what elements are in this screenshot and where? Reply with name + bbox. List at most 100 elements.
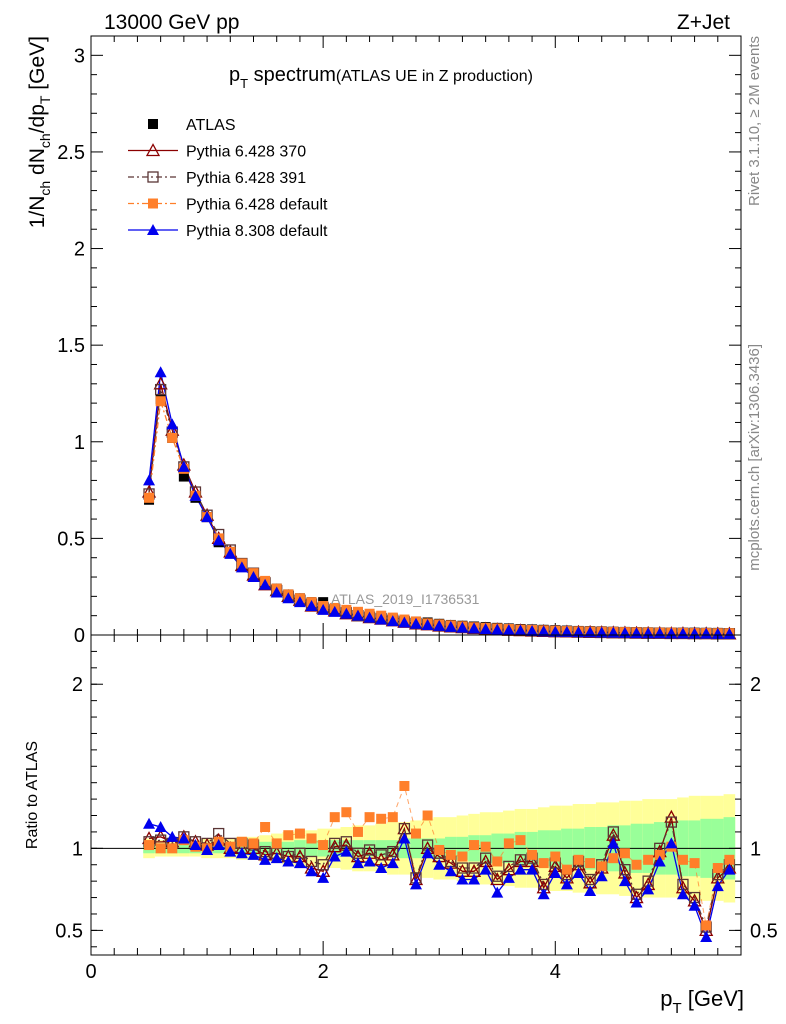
ratio-point-py6def <box>701 920 712 931</box>
main-point-py8def <box>317 603 330 615</box>
legend-label-py8def: Pythia 8.308 default <box>186 223 328 240</box>
main-point-py8def <box>293 596 306 608</box>
ratio-point-py8def <box>293 857 306 869</box>
ratio-point-py6def <box>631 859 642 870</box>
legend-marker-py6def <box>148 198 158 209</box>
main-ytick-label: 1.5 <box>57 335 85 357</box>
main-point-py6def <box>167 432 178 443</box>
ratio-point-py6def <box>643 854 654 865</box>
main-ylabel: 1/Nch dNch/dpT [GeV] <box>26 36 53 228</box>
xtick-label: 0 <box>85 961 96 983</box>
ratio-point-py8def <box>595 870 608 882</box>
main-ytick-label: 2.5 <box>57 142 85 164</box>
ratio-point-py6def <box>411 828 421 839</box>
main-point-py8def <box>143 474 156 486</box>
xlabel-rest: [GeV] <box>682 986 744 1011</box>
ratio-point-py8def <box>154 821 167 832</box>
ratio-point-py6def <box>318 840 329 851</box>
ratio-point-py6def <box>387 812 398 823</box>
main-ticks: 0 0.5 1 1.5 2 2.5 3 <box>57 36 742 647</box>
main-point-py8def <box>479 623 492 635</box>
legend-label-py391: Pythia 6.428 391 <box>186 170 306 187</box>
ratio-point-py6def <box>480 841 491 852</box>
ratio-point-py391 <box>607 826 619 838</box>
ratio-ytick-label-right: 1 <box>750 838 761 860</box>
ratio-point-py6def <box>654 849 665 860</box>
analysis-watermark: ATLAS_2019_I1736531 <box>331 591 480 607</box>
main-point-py8def <box>154 366 167 378</box>
ratio-ytick-label-right: 0.5 <box>750 920 778 942</box>
ratio-point-py6def <box>236 836 247 847</box>
main-point-py8def <box>421 618 434 630</box>
ratio-point-py6def <box>677 854 688 865</box>
main-title-p: p <box>229 64 240 86</box>
ratio-point-py8def <box>317 871 330 883</box>
main-point-py8def <box>166 418 179 430</box>
ratio-point-py6def <box>399 780 410 791</box>
ratio-point-py8def <box>456 873 469 885</box>
main-point-py8def <box>549 625 562 637</box>
ratio-point-py6def <box>155 843 166 854</box>
rivet-label: Rivet 3.1.10, ≥ 2M events <box>746 36 763 206</box>
ratio-frame <box>90 634 742 956</box>
ratio-point-py8def <box>270 852 283 864</box>
main-title: pT spectrum(ATLAS UE in Z production) <box>229 64 533 91</box>
main-point-py8def <box>259 578 272 590</box>
legend-label-py370: Pythia 6.428 370 <box>186 144 306 161</box>
ratio-point-py6def <box>306 833 317 844</box>
ratio-point-py6def <box>294 828 305 839</box>
ratio-point-py6def <box>376 813 387 824</box>
ratio-point-py8def <box>653 855 666 867</box>
ratio-series <box>141 780 737 942</box>
main-point-py8def <box>201 511 214 523</box>
ratio-point-py8def <box>676 888 689 900</box>
ratio-point-py8def <box>711 880 724 892</box>
ratio-point-py6def <box>341 807 352 818</box>
main-point-py8def <box>386 615 399 627</box>
ratio-point-py8def <box>375 862 388 874</box>
main-point-py8def <box>433 619 446 631</box>
main-point-py391 <box>154 383 167 396</box>
main-point-py8def <box>282 592 295 604</box>
main-point-py8def <box>398 616 411 628</box>
main-point-py8def <box>700 627 713 639</box>
ratio-point-py6def <box>352 826 363 837</box>
main-point-py8def <box>177 460 190 472</box>
main-point-py8def <box>468 622 481 634</box>
ratio-xlabel: pT [GeV] <box>660 986 744 1017</box>
ratio-point-py8def <box>224 845 237 857</box>
legend-marker-py370 <box>145 143 161 157</box>
main-ytick-label: 2 <box>74 239 85 261</box>
ratio-ylabel: Ratio to ATLAS <box>24 741 41 849</box>
main-point-py8def <box>711 627 724 639</box>
ratio-point-py6def <box>260 822 271 832</box>
main-point-py8def <box>340 607 353 619</box>
xtick-label: 4 <box>550 961 561 983</box>
ratio-point-py6def <box>503 838 514 849</box>
ratio-point-py8def <box>282 855 295 867</box>
ratio-point-py8def <box>537 888 550 900</box>
ratio-panel: 0.5 0.5 1 1 2 2 0 2 4 Ratio to ATLAS pT [GeV] <box>24 634 778 1017</box>
legend-marker-py8def <box>147 224 159 235</box>
main-point-py8def <box>189 489 202 501</box>
main-ytick-label: 0.5 <box>57 528 85 550</box>
process-label: Z+Jet <box>677 11 730 34</box>
ratio-point-py6def <box>329 812 340 823</box>
ratio-point-py391 <box>317 859 329 871</box>
ratio-point-py6def <box>573 854 584 865</box>
ratio-point-py391 <box>363 844 376 856</box>
ratio-point-py6def <box>445 849 456 860</box>
ratio-point-py8def <box>305 865 318 877</box>
mcplots-label: mcplots.cern.ch [arXiv:1306.3436] <box>746 344 763 571</box>
ratio-point-py6def <box>422 810 433 821</box>
ratio-point-py8def <box>723 863 736 875</box>
ratio-point-py391 <box>468 862 480 874</box>
ratio-point-py8def <box>166 830 179 842</box>
ratio-point-py8def <box>572 866 585 878</box>
main-point-py8def <box>653 627 666 639</box>
xlabel-sub: T <box>672 1000 681 1017</box>
ratio-point-py8def <box>363 855 376 867</box>
ratio-point-py8def <box>201 843 214 855</box>
ratio-point-py8def <box>410 878 422 890</box>
